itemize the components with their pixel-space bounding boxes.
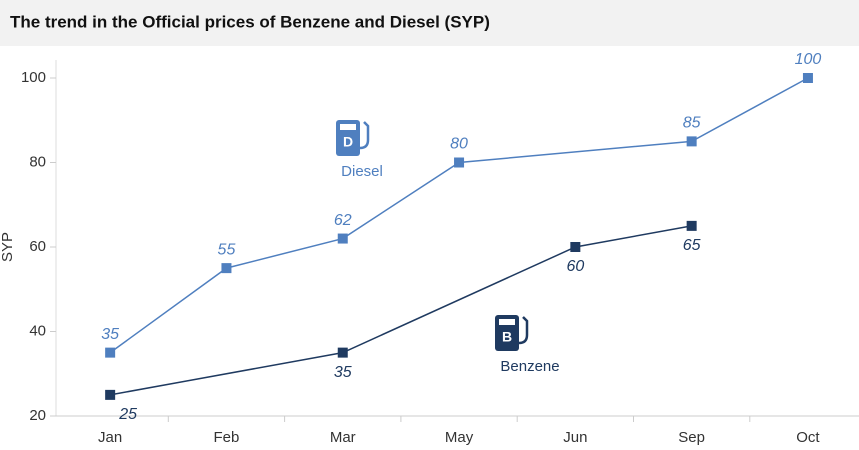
data-label: 80	[450, 136, 468, 153]
marker	[570, 242, 581, 252]
icon-letter: D	[343, 134, 353, 150]
y-axis-label: SYP	[0, 232, 16, 262]
marker	[337, 233, 348, 244]
data-label: 100	[795, 51, 822, 68]
series-line	[109, 77, 809, 354]
pump-hose	[359, 121, 370, 150]
title-bar	[0, 0, 859, 46]
marker	[105, 347, 116, 358]
pump-hose	[518, 316, 529, 345]
y-tick-label: 20	[29, 407, 46, 424]
pump-window	[499, 319, 515, 325]
marker	[221, 263, 232, 274]
marker	[337, 347, 348, 358]
x-tick-label: Oct	[796, 429, 820, 446]
marker	[105, 389, 116, 400]
marker	[802, 73, 813, 83]
data-label: 55	[218, 241, 236, 258]
series-name: Benzene	[500, 358, 559, 375]
fuel-icon: D	[336, 120, 370, 156]
pump-window	[340, 124, 356, 130]
marker	[454, 157, 465, 168]
x-tick-label: Feb	[214, 429, 240, 446]
x-tick-label: Mar	[330, 429, 356, 446]
data-label: 25	[118, 406, 137, 423]
y-tick-label: 40	[29, 322, 46, 339]
chart-title: The trend in the Official prices of Benz…	[10, 12, 490, 31]
y-tick-label: 100	[21, 69, 46, 86]
data-label: 60	[566, 258, 584, 275]
marker	[686, 220, 697, 231]
x-tick-label: Sep	[678, 429, 705, 446]
icon-letter: B	[502, 329, 512, 345]
x-tick-label: Jan	[98, 429, 122, 446]
series-name: Diesel	[341, 163, 383, 180]
y-tick-label: 80	[29, 153, 46, 170]
data-label: 35	[334, 364, 352, 381]
marker	[686, 136, 697, 147]
series-line	[110, 225, 692, 396]
fuel-icon: B	[495, 315, 529, 351]
data-label: 85	[683, 115, 701, 132]
data-label: 62	[334, 212, 352, 229]
icons: DB	[336, 120, 529, 351]
x-tick-label: May	[445, 429, 474, 446]
data-label: 65	[683, 237, 701, 254]
y-tick-label: 60	[29, 238, 46, 255]
data-label: 35	[101, 326, 119, 343]
x-tick-label: Jun	[563, 429, 587, 446]
